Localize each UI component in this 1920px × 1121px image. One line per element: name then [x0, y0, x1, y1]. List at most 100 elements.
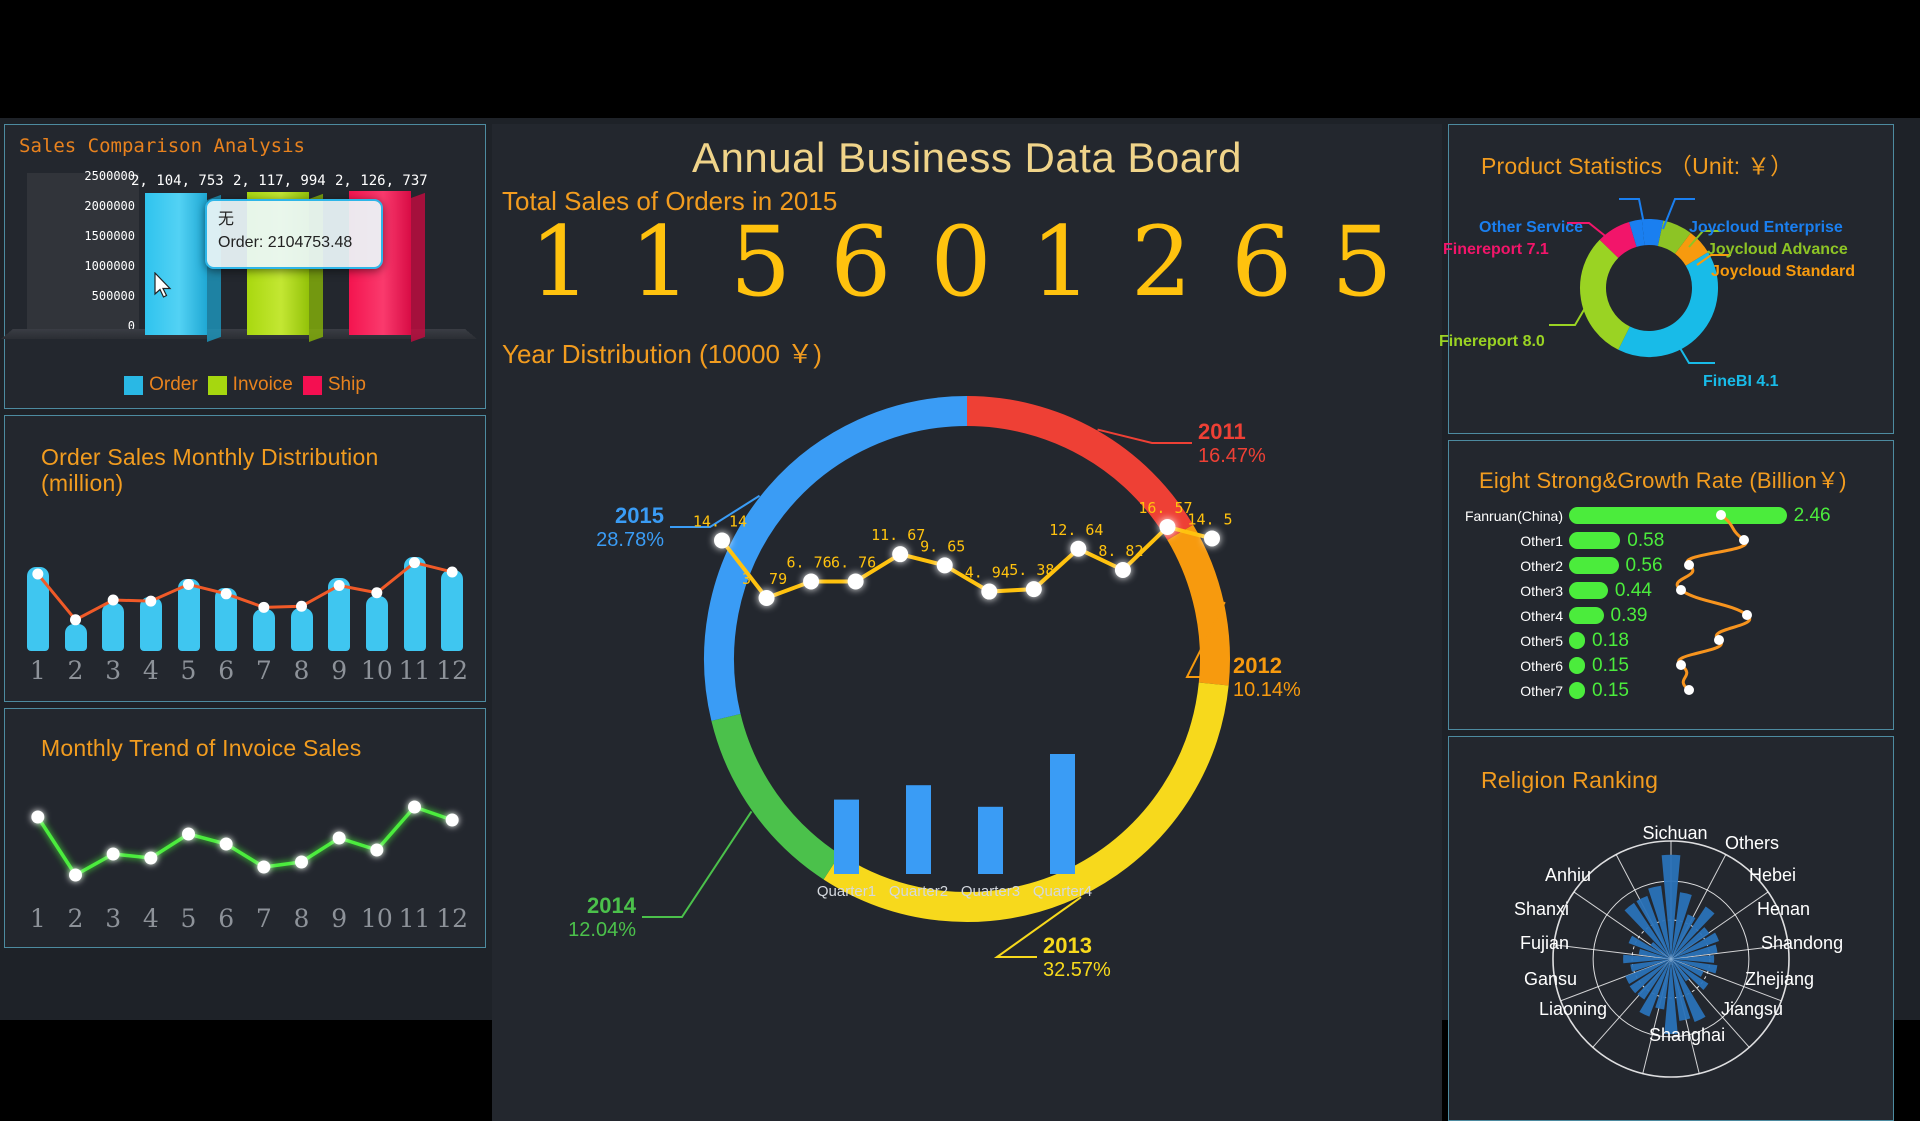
radar-sector[interactable]	[1671, 927, 1710, 959]
product-label-joycloud-standard[interactable]: Joycloud Standard	[1711, 263, 1856, 280]
inner-line-point[interactable]	[758, 589, 775, 606]
growth-row[interactable]: Other6 0.15	[1449, 653, 1893, 678]
radar-sector[interactable]	[1638, 948, 1671, 959]
radar-sector[interactable]	[1671, 959, 1690, 982]
product-label-finereport-80[interactable]: Finereport 8.0	[1439, 333, 1545, 350]
radar-sector[interactable]	[1625, 959, 1671, 985]
product-label-finereport-71[interactable]: Finereport 7.1	[1443, 241, 1549, 258]
month-axis-label: 12	[436, 656, 469, 685]
radar-sector[interactable]	[1671, 932, 1720, 959]
quarter-bar[interactable]	[834, 799, 859, 874]
month-bar[interactable]	[441, 570, 464, 651]
donut-segment-2011[interactable]	[966, 396, 1194, 541]
growth-rate-point[interactable]	[1739, 535, 1749, 545]
growth-row[interactable]: Other2 0.56	[1449, 553, 1893, 578]
bar-order[interactable]	[145, 193, 221, 342]
y-tick-2500000: 2500000	[84, 169, 135, 183]
growth-row[interactable]: Other1 0.58	[1449, 528, 1893, 553]
radar-sector[interactable]	[1655, 959, 1671, 1010]
radar-sector[interactable]	[1628, 935, 1671, 959]
growth-row[interactable]: Other7 0.15	[1449, 678, 1893, 703]
inner-line-point[interactable]	[847, 573, 864, 590]
inner-line-point[interactable]	[936, 557, 953, 574]
inner-line-point[interactable]	[714, 532, 730, 549]
growth-rate-point[interactable]	[1676, 660, 1686, 670]
radar-sector[interactable]	[1664, 959, 1678, 1035]
product-segment-joycloud-enterprise[interactable]	[1641, 219, 1664, 247]
radar-sector[interactable]	[1671, 914, 1696, 959]
month-bar[interactable]	[64, 623, 87, 651]
inner-line-point[interactable]	[1114, 562, 1131, 578]
radar-sector[interactable]	[1648, 885, 1671, 959]
radar-sector[interactable]	[1671, 906, 1715, 959]
growth-rate-point[interactable]	[1714, 635, 1724, 645]
quarter-bar[interactable]	[906, 785, 931, 874]
product-segment-finereport-8.0[interactable]	[1580, 239, 1631, 350]
month-bar[interactable]	[215, 587, 238, 651]
radar-sector[interactable]	[1671, 959, 1704, 977]
growth-rate-point[interactable]	[1684, 685, 1694, 695]
product-segment-finebi-4.1[interactable]	[1618, 252, 1718, 357]
product-label-joycloud-advance[interactable]: Joycloud Advance	[1707, 241, 1848, 258]
inner-line-point[interactable]	[892, 546, 909, 563]
inner-line-point[interactable]	[981, 583, 998, 600]
donut-callout-line	[1185, 601, 1227, 678]
inner-line-point[interactable]	[1025, 581, 1042, 598]
radar-sector[interactable]	[1671, 959, 1706, 1023]
inner-line-point[interactable]	[1159, 518, 1176, 535]
radar-sector[interactable]	[1671, 959, 1691, 1021]
month-bar[interactable]	[403, 557, 426, 651]
month-bar[interactable]	[139, 596, 162, 651]
radar-sector[interactable]	[1623, 954, 1671, 964]
quarter-bar[interactable]	[1050, 754, 1075, 874]
radar-sector[interactable]	[1671, 892, 1692, 959]
radar-sector[interactable]	[1637, 959, 1671, 1000]
inner-line-point[interactable]	[1204, 530, 1220, 547]
growth-row[interactable]: Other3 0.44	[1449, 578, 1893, 603]
growth-rate-point[interactable]	[1716, 510, 1726, 520]
radar-sector[interactable]	[1636, 895, 1671, 959]
radar-sector[interactable]	[1671, 959, 1709, 990]
donut-segment-2013[interactable]	[823, 682, 1229, 922]
radar-sector[interactable]	[1629, 959, 1671, 994]
product-segment-finereport-7.1[interactable]	[1599, 221, 1638, 259]
product-label-joycloud-enterprise[interactable]: Joycloud Enterprise	[1689, 219, 1843, 236]
product-label-other-service[interactable]: Other Service	[1479, 219, 1584, 236]
growth-row-name: Other6	[1520, 657, 1563, 674]
growth-rate-point[interactable]	[1742, 610, 1752, 620]
month-bar[interactable]	[328, 578, 351, 651]
product-segment-joycloud-advance[interactable]	[1657, 220, 1691, 255]
product-label-finebi-41[interactable]: FineBI 4.1	[1703, 373, 1779, 390]
month-bar[interactable]	[290, 607, 313, 651]
growth-row[interactable]: Other5 0.18	[1449, 628, 1893, 653]
legend-item-ship[interactable]: Ship	[302, 374, 366, 396]
product-segment-joycloud-standard[interactable]	[1674, 233, 1709, 267]
donut-segment-2012[interactable]	[1167, 524, 1230, 686]
legend-item-invoice[interactable]: Invoice	[207, 374, 293, 396]
radar-sector[interactable]	[1661, 854, 1681, 959]
month-bar[interactable]	[252, 609, 275, 651]
month-bar[interactable]	[365, 596, 388, 651]
growth-rate-point[interactable]	[1684, 560, 1694, 570]
month-bar[interactable]	[177, 579, 200, 651]
donut-segment-2015[interactable]	[704, 396, 968, 721]
month-bar[interactable]	[102, 603, 125, 651]
radar-sector[interactable]	[1671, 959, 1718, 974]
radar-sector[interactable]	[1624, 902, 1671, 959]
growth-rate-point[interactable]	[1676, 585, 1686, 595]
growth-row[interactable]: Other4 0.39	[1449, 603, 1893, 628]
product-segment-other-service[interactable]	[1629, 219, 1645, 247]
radar-sector[interactable]	[1671, 955, 1715, 963]
radar-sector[interactable]	[1671, 944, 1718, 959]
radar-sector[interactable]	[1650, 941, 1671, 959]
inner-line-point[interactable]	[803, 573, 820, 590]
donut-segment-2014[interactable]	[711, 713, 841, 880]
inner-line-point[interactable]	[1070, 540, 1087, 557]
month-bar[interactable]	[26, 566, 49, 651]
radar-sector[interactable]	[1639, 959, 1671, 1017]
quarter-bar[interactable]	[978, 806, 1003, 874]
panel-order-sales-monthly: Order Sales Monthly Distribution (millio…	[4, 415, 486, 702]
growth-row[interactable]: Fanruan(China) 2.46	[1449, 503, 1893, 528]
radar-sector[interactable]	[1630, 959, 1671, 972]
legend-item-order[interactable]: Order	[124, 374, 198, 396]
